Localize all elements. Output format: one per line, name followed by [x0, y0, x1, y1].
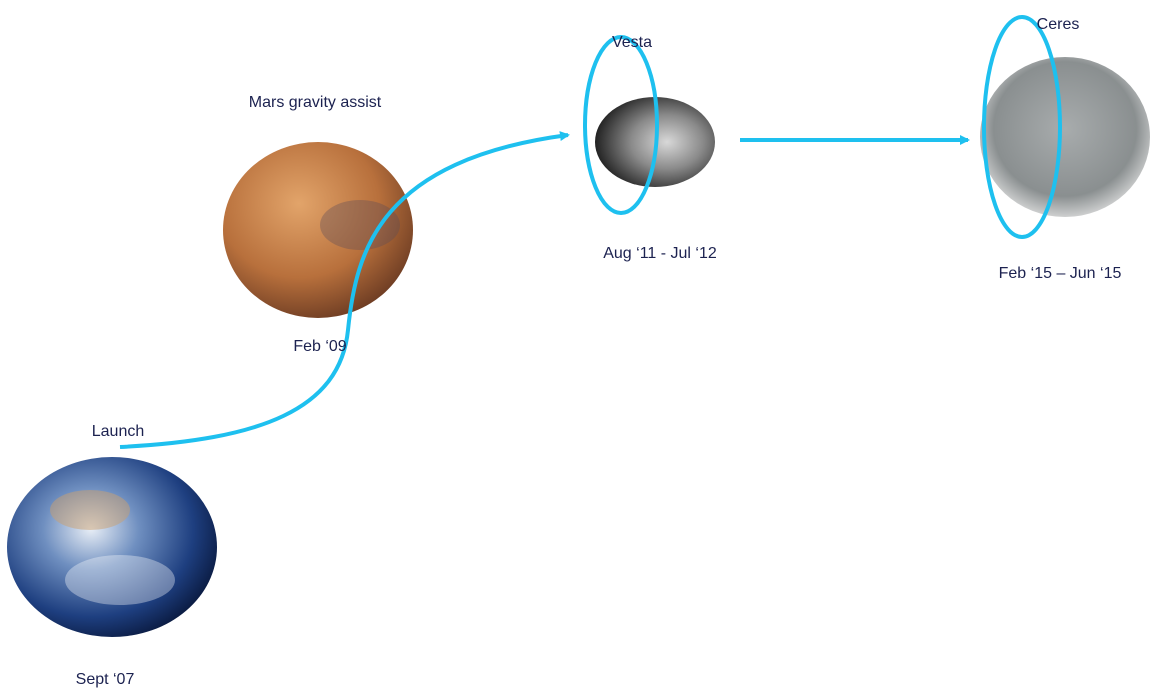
page: {"nodes": [ {"label": "Launch", "date": …	[0, 0, 1160, 693]
node-label: Launch	[92, 423, 145, 440]
node-label: Vesta	[612, 34, 652, 51]
node-date: Feb ‘15 – Jun ‘15	[999, 265, 1122, 282]
node-label: Ceres	[1037, 16, 1080, 33]
earth-land	[50, 490, 130, 530]
node-date: Aug ‘11 - Jul ‘12	[603, 245, 717, 262]
mars-dark	[320, 200, 400, 250]
node-date: Sept ‘07	[76, 671, 135, 688]
earth	[7, 457, 217, 637]
node-date: Feb ‘09	[293, 338, 346, 355]
diagram: Launch Sept ‘07 Mars gravity assist Feb …	[0, 0, 1160, 693]
ceres	[980, 57, 1150, 217]
node-label: Mars gravity assist	[249, 94, 382, 111]
earth-clouds	[65, 555, 175, 605]
